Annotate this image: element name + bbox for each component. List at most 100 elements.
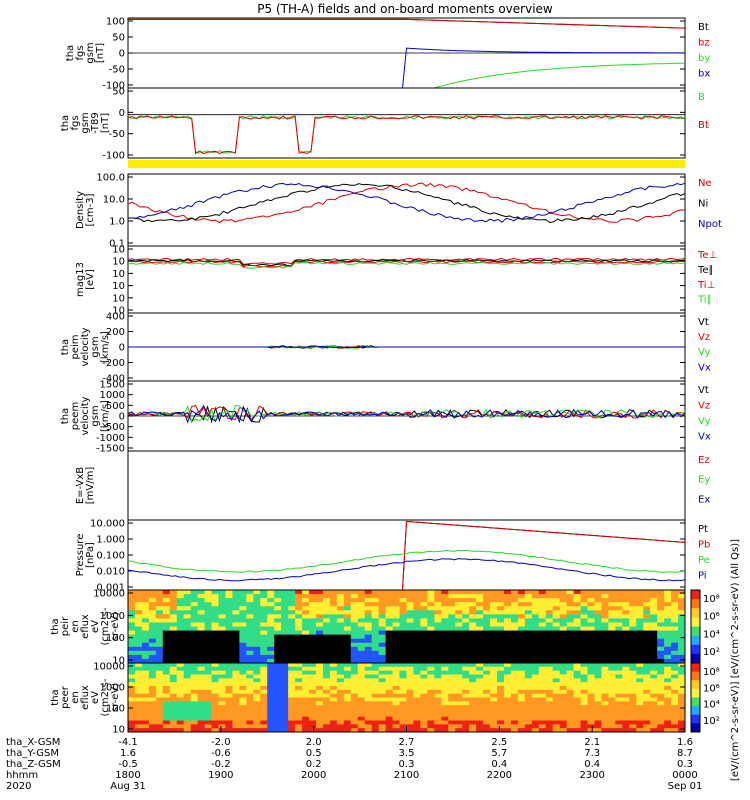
spectrogram-cell <box>448 654 456 660</box>
spectrogram-cell <box>176 709 185 714</box>
spectrogram-cell <box>309 646 317 652</box>
spectrogram-cell <box>497 646 505 652</box>
spectrogram-cell <box>601 728 609 733</box>
spectrogram-cell <box>587 709 595 714</box>
spectrogram-cell <box>364 642 373 648</box>
spectrogram-cell <box>148 712 157 718</box>
spectrogram-cell <box>364 590 373 595</box>
spectrogram-cell <box>183 716 192 721</box>
spectrogram-cell <box>538 654 547 660</box>
spectrogram-cell <box>357 666 366 672</box>
spectrogram-cell <box>629 630 637 636</box>
spectrogram-cell <box>183 728 192 733</box>
series-line <box>127 558 686 582</box>
spectrogram-cell <box>636 646 644 652</box>
spectrogram-cell <box>155 701 164 706</box>
spectrogram-cell <box>524 701 533 706</box>
spectrogram-cell <box>197 682 206 687</box>
spectrogram-cell <box>246 590 254 595</box>
spectrogram-cell <box>441 716 449 721</box>
spectrogram-cell <box>343 646 352 652</box>
spectrogram-cell <box>510 674 519 679</box>
spectrogram-cell <box>281 666 289 672</box>
spectrogram-cell <box>650 697 658 702</box>
spectrogram-cell <box>281 689 289 695</box>
spectrogram-cell <box>162 728 171 733</box>
spectrogram-cell <box>413 602 421 607</box>
spectrogram-cell <box>406 638 414 644</box>
spectrogram-cell <box>218 598 226 603</box>
spectrogram-cell <box>608 642 616 648</box>
spectrogram-cell <box>232 716 240 721</box>
spectrogram-cell <box>302 654 310 660</box>
footer-cell: 0.3 <box>677 759 693 770</box>
spectrogram-cell <box>190 663 199 668</box>
spectrogram-cell <box>162 614 171 619</box>
spectrogram-cell <box>566 638 575 644</box>
spectrogram-cell <box>267 642 275 648</box>
spectrogram-cell <box>601 670 609 675</box>
spectrogram-cell <box>371 705 380 710</box>
spectrogram-cell <box>350 697 359 702</box>
spectrogram-cell <box>169 686 178 691</box>
spectrogram-cell <box>427 650 435 656</box>
spectrogram-cell <box>608 678 616 683</box>
spectrogram-cell <box>141 622 150 627</box>
spectrogram-cell <box>267 626 275 632</box>
spectrogram-cell <box>385 693 394 698</box>
legend-entry: Vt <box>698 385 709 396</box>
spectrogram-cell <box>350 724 359 729</box>
spectrogram-cell <box>371 622 380 627</box>
footer-cell: 2.0 <box>306 737 322 748</box>
spectrogram-cell <box>573 630 582 636</box>
spectrogram-cell <box>371 674 380 679</box>
spectrogram-cell <box>462 638 470 644</box>
spectrogram-cell <box>580 693 589 698</box>
spectrogram-cell <box>643 614 651 619</box>
spectrogram-cell <box>246 642 254 648</box>
spectrogram-cell <box>643 678 651 683</box>
spectrogram-cell <box>441 590 449 595</box>
spectrogram-cell <box>176 716 185 721</box>
spectrogram-cell <box>246 598 254 603</box>
spectrogram-cell <box>364 646 373 652</box>
spectrogram-cell <box>601 678 609 683</box>
spectrogram-cell <box>197 626 206 632</box>
spectrogram-cell <box>545 674 554 679</box>
spectrogram-cell <box>650 686 658 691</box>
spectrogram-cell <box>211 670 220 675</box>
spectrogram-cell <box>650 720 658 725</box>
spectrogram-cell <box>580 720 589 725</box>
spectrogram-cell <box>176 622 185 627</box>
spectrogram-cell <box>650 658 658 664</box>
spectrogram-cell <box>232 720 240 725</box>
spectrogram-cell <box>148 693 157 698</box>
spectrogram-cell <box>253 686 261 691</box>
spectrogram-cell <box>497 720 505 725</box>
spectrogram-cell <box>218 618 226 623</box>
y-axis-label: fgs <box>75 45 86 60</box>
spectrogram-cell <box>657 670 665 675</box>
spectrogram-cell <box>295 594 303 599</box>
spectrogram-cell <box>510 634 519 640</box>
spectrogram-cell <box>309 697 317 702</box>
spectrogram-cell <box>490 686 498 691</box>
footer-cell: -0.2 <box>211 759 231 770</box>
spectrogram-cell <box>155 712 164 718</box>
spectrogram-cell <box>392 646 401 652</box>
spectrogram-cell <box>503 728 512 733</box>
spectrogram-cell <box>510 720 519 725</box>
spectrogram-cell <box>517 705 526 710</box>
spectrogram-cell <box>420 682 428 687</box>
spectrogram-cell <box>497 724 505 729</box>
spectrogram-cell <box>169 654 178 660</box>
spectrogram-cell <box>510 614 519 619</box>
spectrogram-cell <box>176 650 185 656</box>
spectrogram-cell <box>128 674 136 679</box>
spectrogram-cell <box>636 650 644 656</box>
spectrogram-cell <box>141 728 150 733</box>
spectrogram-cell <box>434 709 442 714</box>
spectrogram-cell <box>309 614 317 619</box>
